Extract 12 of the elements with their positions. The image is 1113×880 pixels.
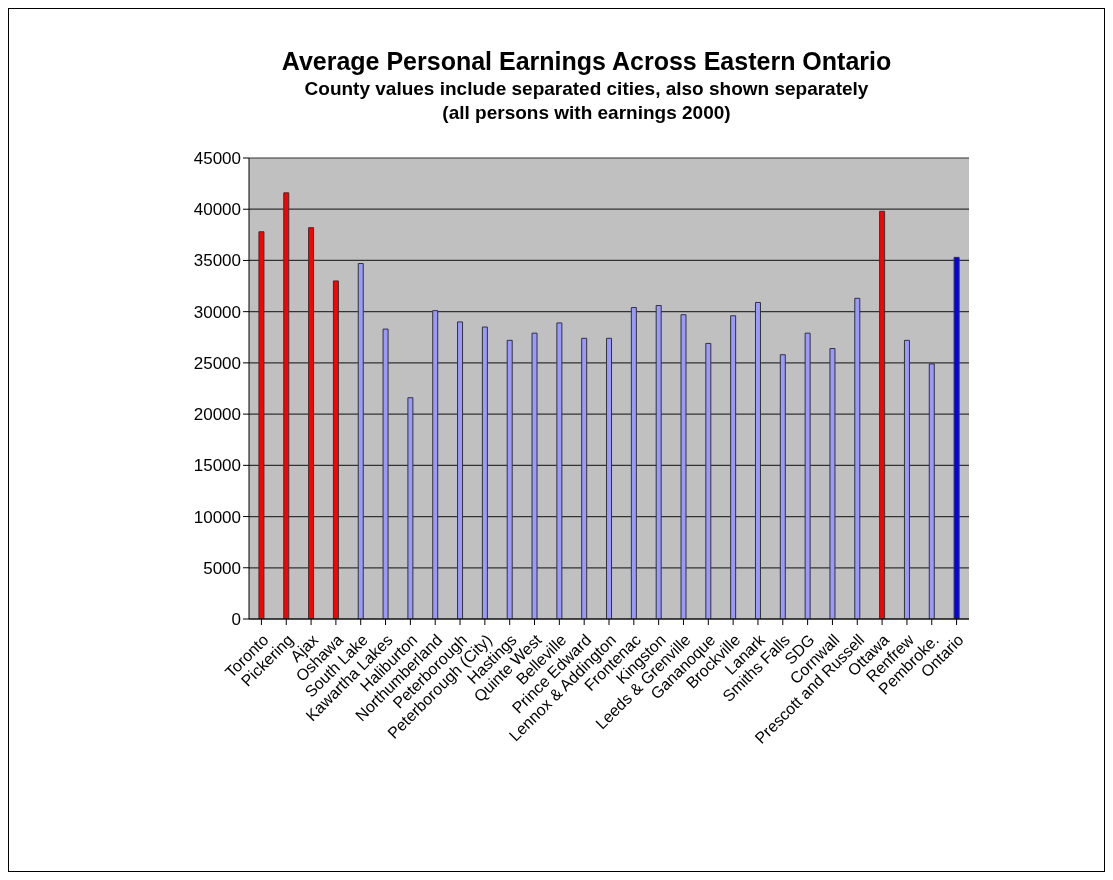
y-tick-label: 45000 xyxy=(193,149,241,169)
y-tick-label: 5000 xyxy=(203,558,241,578)
chart-title: Average Personal Earnings Across Eastern Ontario xyxy=(280,47,893,76)
chart-subtitle: County values include separated cities, also shown separately (all persons with earnings 2000) xyxy=(303,78,870,124)
y-tick-label: 35000 xyxy=(193,251,241,271)
y-tick-label: 20000 xyxy=(193,405,241,425)
y-tick-label: 10000 xyxy=(193,507,241,527)
y-tick-label: 0 xyxy=(231,610,241,630)
y-tick-label: 25000 xyxy=(193,353,241,373)
y-tick-label: 15000 xyxy=(193,456,241,476)
y-tick-label: 40000 xyxy=(193,200,241,220)
y-tick-label: 30000 xyxy=(193,302,241,322)
